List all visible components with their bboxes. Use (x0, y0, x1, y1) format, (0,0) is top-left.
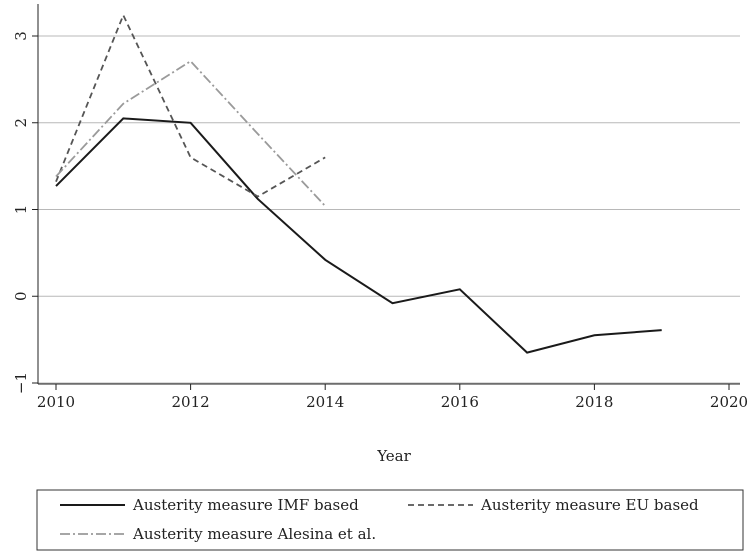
y-tick-label: 1 (12, 205, 30, 215)
series-line-3 (55, 60, 326, 207)
y-tick-label: 0 (12, 291, 30, 301)
y-tick-label: −1 (12, 372, 30, 394)
legend-box (36, 489, 744, 551)
legend-label-3: Austerity measure Alesina et al. (132, 525, 376, 543)
y-tick-label: 3 (12, 31, 30, 41)
x-tick-label: 2014 (306, 393, 344, 411)
series-lines (55, 12, 662, 354)
x-tick-label: 2020 (710, 393, 748, 411)
series-line-1 (55, 117, 662, 354)
x-tick-label: 2016 (441, 393, 479, 411)
axes: −1 0 1 2 3 2010 2012 2014 2016 2018 2020 (12, 4, 748, 411)
grid-lines (38, 35, 740, 384)
legend-label-1: Austerity measure IMF based (132, 496, 359, 514)
x-axis-label: Year (376, 447, 411, 465)
legend: Austerity measure IMF based Austerity mea… (36, 489, 744, 551)
x-tick-label: 2010 (37, 393, 75, 411)
legend-label-2: Austerity measure EU based (480, 496, 699, 514)
y-tick-label: 2 (12, 118, 30, 128)
series-line-2 (55, 12, 326, 198)
x-tick-label: 2018 (575, 393, 613, 411)
x-tick-label: 2012 (172, 393, 210, 411)
